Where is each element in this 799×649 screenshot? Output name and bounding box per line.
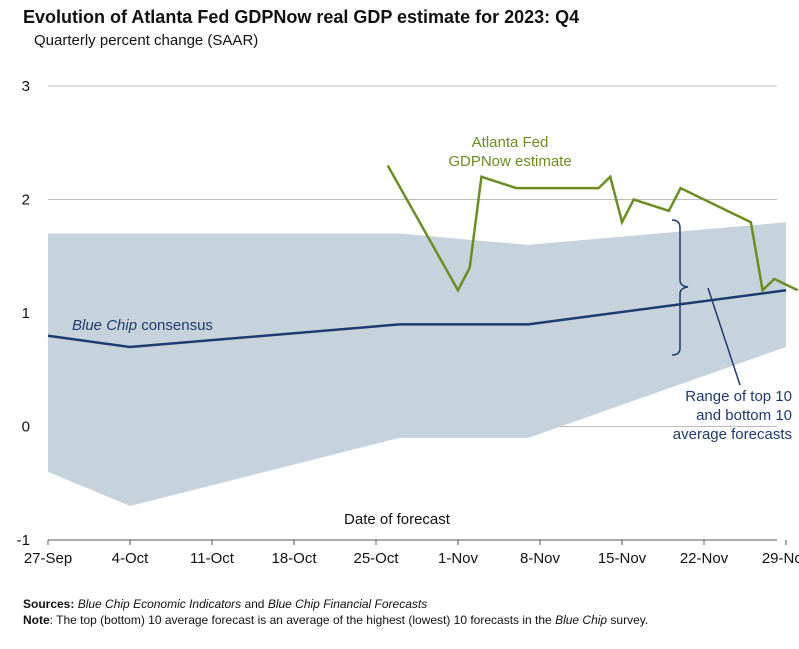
x-tick-label: 1-Nov xyxy=(438,550,479,567)
y-tick-label: 2 xyxy=(22,192,30,209)
x-tick-label: 22-Nov xyxy=(680,550,729,567)
chart-title: Evolution of Atlanta Fed GDPNow real GDP… xyxy=(23,7,580,27)
y-tick-label: 0 xyxy=(22,419,30,436)
forecast-range-band-group xyxy=(48,222,786,506)
y-tick-label: -1 xyxy=(17,532,30,549)
x-tick-label: 25-Oct xyxy=(353,550,399,567)
gdpnow-line xyxy=(386,164,799,293)
y-tick-label: 3 xyxy=(22,78,30,95)
consensus-label: Blue Chip consensus xyxy=(72,317,213,334)
chart-subtitle: Quarterly percent change (SAAR) xyxy=(34,32,259,49)
gdpnow-label-line1: Atlanta Fed xyxy=(472,134,549,151)
footer-notes: Sources: Blue Chip Economic Indicators a… xyxy=(23,596,763,628)
note-text-1: : The top (bottom) 10 average forecast i… xyxy=(49,613,556,627)
axis-labels: -1 0 1 2 3 27-Sep 4-Oct 11-Oct 18-Oct 25-Oct 1-Nov… xyxy=(17,78,799,567)
consensus-label-rest: consensus xyxy=(137,317,213,334)
x-tick-label: 18-Oct xyxy=(271,550,317,567)
sources-label: Sources: xyxy=(23,597,75,611)
range-brace xyxy=(671,219,689,356)
forecast-range-band xyxy=(48,222,786,506)
sources-line: Sources: Blue Chip Economic Indicators a… xyxy=(23,596,763,612)
note-line: Note: The top (bottom) 10 average foreca… xyxy=(23,612,763,628)
x-axis-title: Date of forecast xyxy=(344,511,451,528)
x-tick-label: 4-Oct xyxy=(112,550,150,567)
sources-and: and xyxy=(241,597,268,611)
x-tick-label: 11-Oct xyxy=(190,550,235,567)
x-tick-label: 15-Nov xyxy=(598,550,647,567)
consensus-line xyxy=(47,289,787,349)
range-label-line1: Range of top 10 xyxy=(685,388,792,405)
source-2: Blue Chip Financial Forecasts xyxy=(267,597,428,611)
gdpnow-label-line2: GDPNow estimate xyxy=(448,153,571,170)
x-tick-label: 27-Sep xyxy=(24,550,72,567)
y-tick-label: 1 xyxy=(22,305,30,322)
source-1: Blue Chip Economic Indicators xyxy=(77,597,242,611)
x-tick-label: 8-Nov xyxy=(520,550,561,567)
range-label-line3: average forecasts xyxy=(673,426,792,443)
range-pointer-line xyxy=(707,287,741,386)
note-label: Note xyxy=(23,613,50,627)
series-lines xyxy=(47,164,799,349)
x-tick-label: 29-Nov xyxy=(762,550,799,567)
note-italic: Blue Chip xyxy=(555,613,608,627)
range-label-line2: and bottom 10 xyxy=(696,407,792,424)
note-text-2: survey. xyxy=(607,613,649,627)
consensus-label-italic: Blue Chip xyxy=(72,317,137,334)
